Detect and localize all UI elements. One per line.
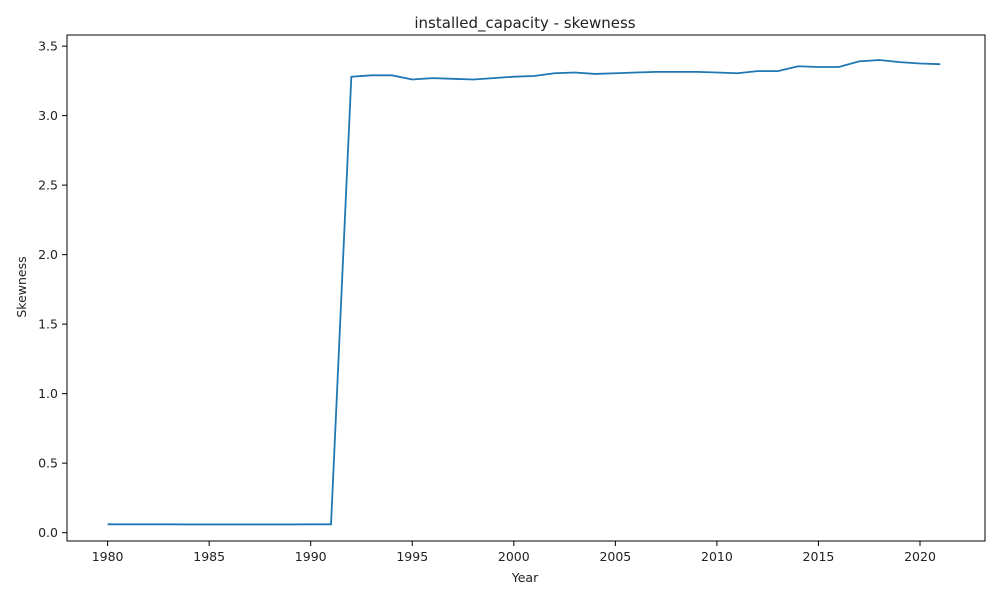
x-tick-label: 2020 <box>904 549 936 564</box>
x-tick-label: 2000 <box>498 549 530 564</box>
x-tick-label: 1980 <box>92 549 124 564</box>
x-axis-label: Year <box>511 570 539 585</box>
x-axis: 1980 1985 1990 1995 2000 2005 2010 2015 2020 <box>92 541 936 564</box>
chart-title: installed_capacity - skewness <box>414 14 635 33</box>
y-axis-label: Skewness <box>14 256 29 317</box>
y-tick-label: 0.0 <box>38 525 58 540</box>
x-tick-label: 1995 <box>396 549 428 564</box>
y-tick-label: 1.0 <box>38 386 58 401</box>
plot-frame <box>66 34 986 542</box>
x-tick-label: 2010 <box>701 549 733 564</box>
y-axis: 0.0 0.5 1.0 1.5 2.0 2.5 3.0 3.5 <box>38 39 67 540</box>
y-tick-label: 0.5 <box>38 456 58 471</box>
y-tick-label: 3.0 <box>38 108 58 123</box>
y-tick-label: 2.0 <box>38 247 58 262</box>
y-tick-label: 2.5 <box>38 178 58 193</box>
x-tick-label: 2015 <box>803 549 835 564</box>
y-tick-label: 3.5 <box>38 39 58 54</box>
series-line <box>107 59 941 526</box>
y-tick-label: 1.5 <box>38 317 58 332</box>
x-tick-label: 2005 <box>599 549 631 564</box>
x-tick-label: 1985 <box>193 549 225 564</box>
x-tick-label: 1990 <box>295 549 327 564</box>
